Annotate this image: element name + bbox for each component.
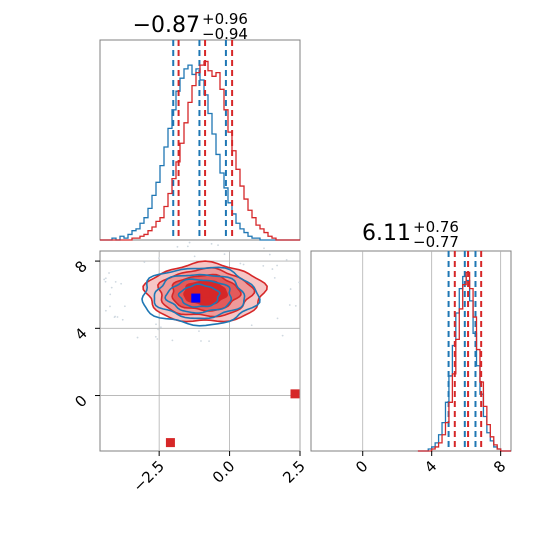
joint-ytick-label-1: 4 xyxy=(71,324,90,343)
panel-frame xyxy=(310,250,512,452)
title-param0-minus: −0.94 xyxy=(202,25,248,43)
joint-xtick-label-1: 0.0 xyxy=(209,457,239,487)
blue-contour-1 xyxy=(153,273,246,320)
title-param1-plus: +0.76 xyxy=(413,218,459,236)
panel-param1-histogram xyxy=(310,250,512,456)
sample-point xyxy=(298,281,301,284)
sample-point xyxy=(262,264,265,267)
title-param0: −0.87 +0.96 −0.94 xyxy=(133,10,248,43)
blue-contour-0 xyxy=(141,266,261,327)
sample-point xyxy=(121,318,124,321)
sample-point xyxy=(157,328,160,331)
sample-point xyxy=(210,242,213,245)
sample-point xyxy=(200,340,202,342)
sample-point xyxy=(268,253,271,256)
sample-point xyxy=(160,326,162,329)
panel-param0-histogram xyxy=(99,39,301,241)
sample-point xyxy=(136,336,139,339)
title-param1-minus: −0.77 xyxy=(413,233,459,251)
joint-ytick-label-0: 0 xyxy=(71,392,90,411)
joint-xtick-label-0: −2.5 xyxy=(129,457,167,495)
sample-point xyxy=(113,316,116,319)
hist-line-series-0 xyxy=(417,271,511,452)
sample-point xyxy=(110,286,113,289)
sample-point xyxy=(154,335,157,338)
sample-point xyxy=(239,262,242,265)
sample-point xyxy=(294,304,297,307)
sample-point xyxy=(108,272,110,274)
title-param0-plus: +0.96 xyxy=(202,10,248,28)
sample-point xyxy=(109,293,112,296)
sample-point xyxy=(276,317,279,320)
title-param1: 6.11 +0.76 −0.77 xyxy=(362,218,459,251)
blue-contour-2 xyxy=(164,278,233,314)
sample-point xyxy=(120,282,123,285)
sample-point xyxy=(114,280,117,283)
red-point-2 xyxy=(290,389,300,399)
sample-point xyxy=(198,330,200,332)
red-point-0 xyxy=(200,288,210,298)
sample-point xyxy=(171,339,174,342)
sample-point xyxy=(188,241,191,244)
sample-point xyxy=(155,323,157,326)
sample-point xyxy=(109,305,111,308)
sample-point xyxy=(285,258,288,261)
joint-ytick-label-2: 8 xyxy=(71,257,90,276)
hist-line-series-1 xyxy=(100,64,300,241)
param1-xtick-label-1: 4 xyxy=(421,457,440,476)
blue-point-0 xyxy=(191,293,201,303)
sample-point xyxy=(276,264,278,267)
sample-point xyxy=(281,334,284,337)
sample-point xyxy=(289,288,292,290)
sample-point xyxy=(104,309,107,312)
sample-point xyxy=(104,277,107,280)
sample-point xyxy=(103,278,106,281)
sample-point xyxy=(273,276,276,279)
param1-xtick-label-0: 0 xyxy=(352,457,371,476)
sample-point xyxy=(250,324,253,327)
sample-point xyxy=(288,304,291,306)
title-param0-median: −0.87 xyxy=(133,13,200,38)
panel-joint-contour xyxy=(95,241,301,456)
blue-contour-3 xyxy=(177,283,221,308)
sample-point xyxy=(158,257,160,260)
sample-point xyxy=(143,261,146,263)
sample-point xyxy=(156,338,159,340)
sample-point xyxy=(193,255,196,258)
red-point-1 xyxy=(165,438,175,448)
sample-point xyxy=(116,316,119,318)
sample-point xyxy=(186,245,189,248)
sample-point xyxy=(208,340,210,343)
joint-xtick-label-2: 2.5 xyxy=(279,457,309,487)
param1-xtick-label-2: 8 xyxy=(490,457,509,476)
hist-line-series-0 xyxy=(100,60,300,241)
sample-point xyxy=(176,245,179,248)
sample-point xyxy=(271,268,274,270)
sample-point xyxy=(104,280,107,283)
sample-point xyxy=(217,244,219,247)
sample-point xyxy=(242,263,245,266)
title-param1-median: 6.11 xyxy=(362,221,411,246)
sample-point xyxy=(263,247,265,250)
sample-point xyxy=(123,305,126,308)
sample-point xyxy=(223,253,226,256)
